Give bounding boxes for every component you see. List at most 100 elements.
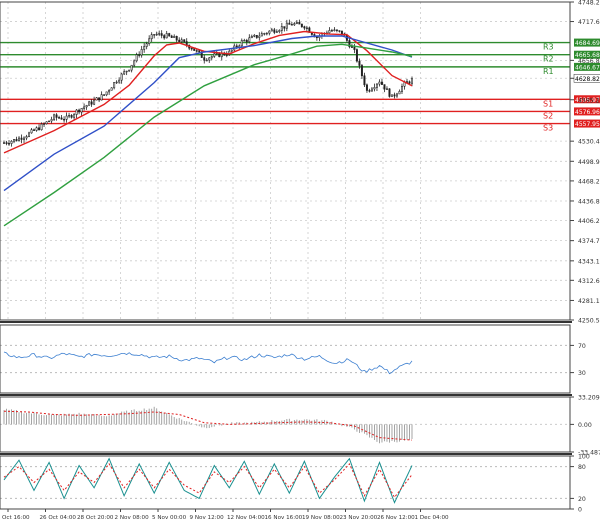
candle-body: [163, 35, 166, 39]
candle-body: [258, 35, 261, 38]
candle-body: [185, 41, 188, 46]
candle-body: [193, 48, 196, 51]
candle-body: [130, 64, 133, 71]
candle-body: [133, 60, 136, 66]
candle-body: [406, 81, 408, 83]
candle-body: [168, 33, 171, 37]
candle-body: [150, 34, 153, 40]
candle-body: [235, 45, 238, 48]
candle-body: [90, 101, 93, 105]
candle-body: [178, 39, 181, 43]
candle-body: [28, 132, 31, 137]
candle-body: [260, 33, 263, 37]
candle-body: [340, 30, 343, 35]
candle-body: [25, 136, 28, 139]
candle-body: [88, 101, 91, 106]
time-tick-label: 19 Nov 08:00: [302, 515, 340, 521]
candle-body: [370, 88, 373, 92]
candle-body: [33, 129, 36, 131]
candle-body: [58, 117, 61, 119]
candle-body: [360, 65, 363, 77]
candle-body: [195, 50, 198, 52]
level-price-tag-r3: [574, 38, 600, 47]
level-name-s1: S1: [543, 99, 553, 108]
candle-body: [278, 30, 281, 32]
price-tick-label: 4717.60: [578, 19, 600, 26]
candle-body: [248, 37, 251, 43]
candle-body: [225, 54, 228, 56]
macd-tick-label: 0.00: [578, 422, 592, 429]
candle-body: [45, 121, 48, 125]
candle-body: [98, 97, 101, 101]
candle-body: [103, 94, 106, 96]
candle-body: [183, 39, 186, 42]
candle-body: [288, 22, 291, 25]
price-tick-label: 4656.85: [578, 58, 600, 65]
candle-body: [70, 115, 73, 118]
candle-body: [273, 29, 276, 33]
candle-body: [78, 109, 81, 113]
candle-body: [20, 137, 23, 140]
candle-body: [80, 108, 83, 113]
time-tick-label: 23 Nov 20:00: [340, 515, 378, 521]
candle-body: [378, 81, 381, 85]
candle-body: [253, 34, 256, 37]
price-tick-label: 4498.90: [578, 159, 600, 166]
stoch-tick-label: 100: [578, 454, 590, 461]
candle-body: [10, 140, 13, 144]
macd-tick-label: -33.487: [578, 450, 600, 457]
moving-average-line: [3, 35, 413, 192]
candle-body: [38, 127, 41, 131]
rsi-frame: [0, 324, 571, 394]
candle-body: [50, 119, 53, 122]
level-name-s3: S3: [543, 124, 553, 133]
candle-body: [113, 82, 116, 89]
price-grid: [0, 1, 570, 321]
candle-body: [335, 29, 338, 31]
candle-body: [265, 32, 268, 35]
candle-body: [68, 115, 71, 117]
candle-body: [5, 142, 8, 144]
candle-body: [398, 91, 401, 95]
candle-body: [250, 36, 253, 39]
level-price-label-r2: 4665.68: [575, 52, 600, 59]
candle-body: [375, 83, 378, 88]
candle-body: [73, 114, 76, 118]
candle-body: [208, 57, 211, 61]
candle-body: [365, 84, 368, 91]
price-candles: [3, 19, 413, 147]
price-tick-label: 4436.80: [578, 198, 600, 205]
candle-body: [93, 99, 96, 105]
candle-body: [268, 30, 271, 34]
candle-body: [48, 120, 51, 123]
candle-body: [263, 33, 266, 35]
price-tick-label: 4530.40: [578, 139, 600, 146]
candle-body: [143, 46, 146, 50]
candle-body: [13, 139, 15, 142]
candle-body: [125, 70, 128, 73]
candle-body: [105, 91, 108, 96]
level-name-s2: S2: [543, 111, 553, 120]
candle-body: [255, 34, 258, 38]
candle-body: [275, 31, 278, 33]
candle-body: [388, 88, 391, 97]
level-price-label-s2: 4576.96: [575, 109, 600, 116]
price-frame: [0, 1, 571, 321]
macd-signal-line: [3, 410, 413, 441]
candle-body: [115, 81, 118, 84]
stoch-frame: [0, 455, 571, 510]
candle-body: [348, 40, 351, 48]
candle-body: [210, 56, 213, 59]
candle-body: [298, 22, 301, 25]
candle-body: [328, 30, 331, 34]
candle-body: [385, 88, 388, 90]
candle-body: [3, 142, 5, 144]
candle-body: [43, 123, 46, 125]
price-tick-label: 4406.20: [578, 218, 600, 225]
last-price-label: 4628.82: [575, 76, 600, 83]
candle-body: [30, 129, 33, 134]
level-price-label-r1: 4646.67: [575, 64, 600, 71]
time-tick-label: 26 Nov 12:00: [377, 515, 415, 521]
candle-body: [198, 50, 201, 53]
rsi-tick-label: 70: [578, 343, 586, 350]
